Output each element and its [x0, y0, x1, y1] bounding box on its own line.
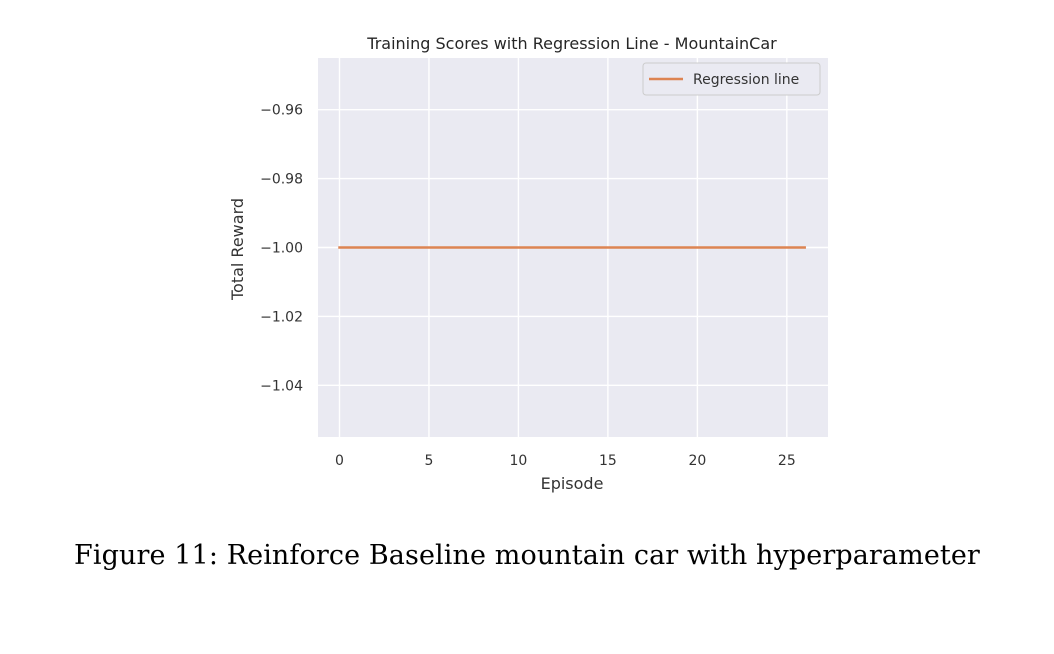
x-tick-label: 20	[688, 453, 706, 469]
y-axis-label: Total Reward	[228, 198, 247, 301]
y-tick-label: −0.96	[260, 103, 303, 119]
x-tick-label: 0	[335, 453, 344, 469]
x-tick-label: 15	[599, 453, 617, 469]
y-tick-label: −1.00	[260, 241, 303, 257]
y-tick-label: −1.04	[260, 378, 303, 394]
x-axis-label: Episode	[541, 474, 604, 493]
legend-box	[642, 62, 821, 96]
legend-label: Regression line	[693, 72, 799, 88]
y-tick-label: −0.98	[260, 172, 303, 188]
y-tick-label: −1.02	[260, 309, 303, 325]
x-tick-label: 25	[778, 453, 796, 469]
chart-title: Training Scores with Regression Line - M…	[366, 34, 777, 53]
figure-caption: Figure 11: Reinforce Baseline mountain c…	[74, 540, 980, 571]
x-tick-label: 5	[424, 453, 433, 469]
x-tick-label: 10	[510, 453, 528, 469]
